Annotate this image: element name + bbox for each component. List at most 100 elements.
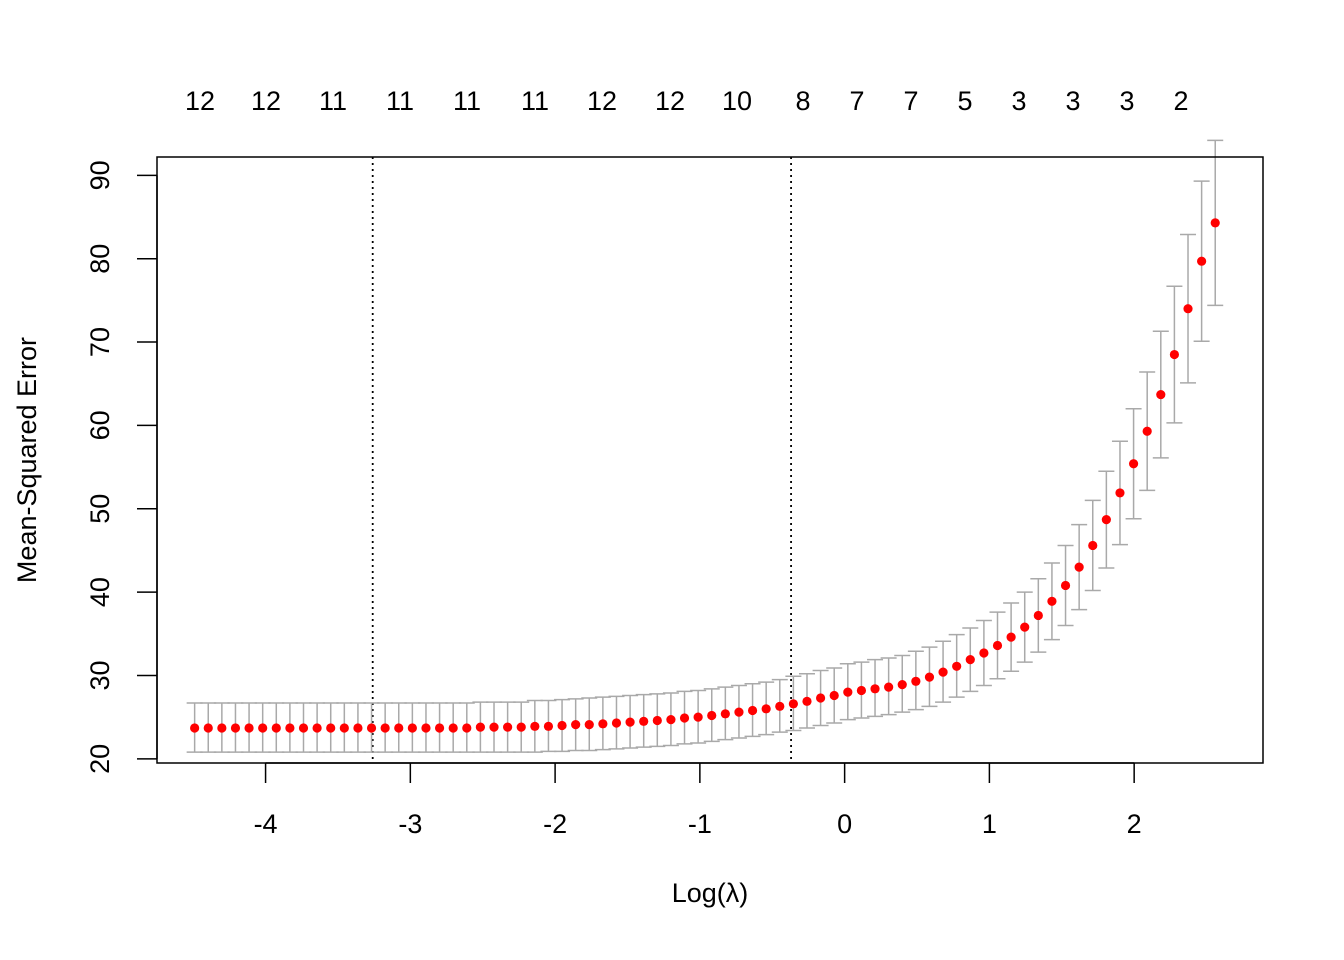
data-point: [503, 722, 513, 732]
data-point: [1006, 632, 1016, 642]
data-point: [598, 719, 608, 729]
data-point: [475, 722, 486, 732]
data-point: [353, 723, 363, 733]
data-point: [1020, 622, 1030, 632]
x-tick-label: -3: [398, 809, 422, 839]
data-point: [394, 723, 404, 733]
data-point: [462, 723, 472, 733]
data-point: [639, 716, 649, 726]
top-axis-label: 11: [386, 86, 414, 116]
top-axis-label: 11: [521, 86, 549, 116]
x-tick-label: 1: [982, 809, 997, 839]
data-point: [1183, 304, 1193, 314]
top-axis-label: 7: [903, 86, 918, 116]
data-point: [1156, 389, 1166, 400]
data-point: [1197, 256, 1207, 266]
y-axis-title: Mean-Squared Error: [12, 337, 42, 583]
y-tick-label: 50: [85, 494, 115, 524]
data-point: [693, 712, 703, 722]
data-point: [271, 723, 281, 733]
top-axis-label: 11: [453, 86, 481, 116]
top-axis-label: 3: [1011, 86, 1026, 116]
data-point: [516, 722, 526, 732]
data-point: [884, 682, 894, 692]
data-point: [802, 696, 812, 706]
data-point: [244, 723, 254, 733]
plot-frame: [156, 156, 1264, 764]
data-point: [924, 672, 935, 682]
data-point: [856, 685, 867, 696]
data-point: [448, 723, 458, 733]
reference-lines: [371, 157, 792, 763]
y-tick-label: 70: [85, 327, 115, 357]
data-point: [1210, 218, 1220, 228]
data-point: [1128, 459, 1139, 469]
x-tick-label: -1: [688, 809, 712, 839]
data-point: [611, 718, 622, 728]
data-point: [339, 723, 349, 733]
data-point: [747, 705, 758, 716]
data-point: [326, 723, 336, 733]
data-point: [380, 723, 390, 733]
data-point: [870, 684, 880, 694]
data-point: [489, 722, 499, 732]
data-point: [421, 723, 431, 733]
data-point: [679, 713, 690, 723]
data-point: [190, 723, 200, 733]
data-point: [707, 710, 717, 721]
data-point: [530, 721, 540, 731]
x-tick-label: -2: [543, 809, 567, 839]
data-point: [666, 715, 676, 725]
x-tick-label: 0: [837, 809, 852, 839]
data-point: [1101, 514, 1111, 525]
data-point: [584, 720, 594, 730]
top-axis-label: 12: [587, 86, 617, 116]
top-axis-label: 8: [795, 86, 810, 116]
top-axis-label: 10: [722, 86, 752, 116]
y-tick-label: 20: [85, 744, 115, 774]
top-axis-label: 5: [957, 86, 972, 116]
data-point: [543, 721, 554, 731]
data-point: [1060, 580, 1071, 591]
data-point: [217, 723, 227, 733]
data-point: [366, 723, 377, 733]
y-tick-label: 60: [85, 410, 115, 440]
data-point: [761, 704, 771, 714]
data-point: [775, 701, 785, 711]
x-axis-title: Log(λ): [672, 878, 749, 908]
data-point: [816, 693, 826, 703]
data-point: [938, 667, 948, 677]
data-point: [829, 690, 839, 701]
x-tick-label: 2: [1127, 809, 1142, 839]
data-point: [285, 723, 295, 733]
data-point: [992, 640, 1003, 651]
top-axis-label: 12: [655, 86, 685, 116]
data-point: [897, 680, 907, 690]
data-point: [843, 687, 853, 697]
data-point: [952, 661, 962, 671]
top-axis-label: 11: [319, 86, 347, 116]
data-point: [1115, 488, 1125, 498]
top-axis-label: 12: [251, 86, 281, 116]
data-point: [965, 655, 975, 665]
data-point: [571, 720, 581, 730]
y-tick-label: 40: [85, 577, 115, 607]
error-bars: [186, 139, 1224, 753]
data-point: [203, 723, 213, 733]
data-point: [788, 699, 798, 709]
data-point: [720, 709, 730, 719]
top-axis-label: 3: [1119, 86, 1134, 116]
y-tick-label: 80: [85, 244, 115, 274]
top-axis-label: 3: [1065, 86, 1080, 116]
data-point: [1169, 349, 1180, 360]
data-points: [190, 218, 1220, 733]
data-point: [1088, 540, 1098, 551]
data-point: [979, 648, 989, 658]
data-point: [258, 723, 268, 733]
data-point: [312, 723, 322, 733]
data-point: [652, 715, 662, 726]
data-point: [734, 707, 744, 717]
data-point: [557, 720, 567, 731]
top-axis-label: 7: [849, 86, 864, 116]
